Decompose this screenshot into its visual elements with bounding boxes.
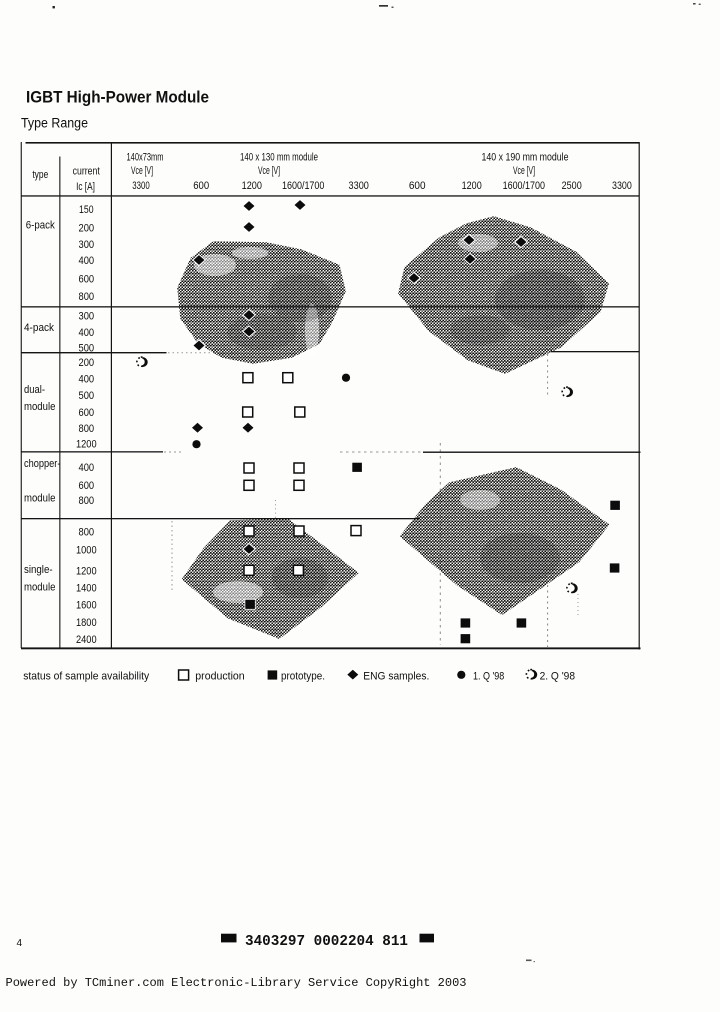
svg-text:dual-: dual- (24, 384, 45, 396)
svg-text:module: module (24, 582, 55, 594)
svg-text:module: module (24, 493, 55, 505)
svg-text:140 x 130 mm module: 140 x 130 mm module (240, 151, 318, 163)
svg-text:Type Range: Type Range (21, 116, 88, 132)
svg-text:150: 150 (79, 204, 94, 216)
svg-text:400: 400 (79, 462, 95, 474)
svg-text:Powered by TCminer.com Electro: Powered by TCminer.com Electronic-Librar… (6, 976, 467, 990)
svg-text:1200: 1200 (76, 565, 97, 577)
svg-text:400: 400 (79, 327, 95, 339)
svg-text:800: 800 (79, 495, 95, 507)
svg-text:140x73mm: 140x73mm (127, 151, 164, 163)
svg-text:prototype.: prototype. (281, 671, 325, 683)
svg-text:500: 500 (79, 390, 95, 402)
svg-text:2400: 2400 (76, 634, 97, 646)
svg-text:3403297 0002204 811: 3403297 0002204 811 (245, 933, 408, 950)
svg-text:1600/1700: 1600/1700 (282, 180, 324, 192)
svg-text:Vce [V]: Vce [V] (131, 165, 153, 177)
svg-text:800: 800 (79, 423, 95, 435)
svg-text:1600: 1600 (76, 600, 97, 612)
svg-text:4-pack: 4-pack (24, 322, 54, 334)
svg-text:Vce [V]: Vce [V] (513, 165, 535, 177)
svg-text:1800: 1800 (76, 617, 97, 629)
svg-text:800: 800 (79, 527, 95, 539)
svg-text:current: current (73, 166, 100, 178)
svg-text:chopper-: chopper- (24, 458, 61, 470)
svg-text:600: 600 (409, 180, 426, 192)
svg-text:3300: 3300 (612, 180, 632, 192)
svg-text:1. Q '98: 1. Q '98 (473, 671, 504, 683)
svg-text:3300: 3300 (349, 180, 369, 192)
svg-text:ENG samples.: ENG samples. (363, 671, 429, 683)
svg-text:600: 600 (79, 480, 95, 492)
svg-text:200: 200 (79, 222, 95, 234)
svg-text:600: 600 (193, 180, 209, 192)
svg-text:600: 600 (79, 407, 95, 419)
svg-text:Vce [V]: Vce [V] (258, 165, 280, 177)
svg-text:2. Q '98: 2. Q '98 (540, 671, 575, 683)
svg-text:3300: 3300 (132, 180, 150, 192)
svg-text:2500: 2500 (562, 180, 582, 192)
svg-text:200: 200 (79, 357, 95, 369)
svg-text:400: 400 (79, 255, 95, 267)
svg-text:1000: 1000 (76, 545, 97, 557)
svg-text:module: module (24, 401, 55, 413)
svg-text:500: 500 (79, 342, 95, 354)
svg-text:400: 400 (79, 374, 95, 386)
svg-text:1200: 1200 (242, 180, 262, 192)
svg-text:140 x 190 mm module: 140 x 190 mm module (482, 151, 569, 163)
svg-text:6-pack: 6-pack (26, 220, 55, 232)
svg-text:production: production (195, 671, 244, 683)
svg-text:status of sample availability: status of sample availability (23, 671, 149, 683)
svg-text:300: 300 (79, 239, 95, 251)
svg-text:single-: single- (24, 564, 53, 576)
svg-text:type: type (32, 169, 48, 181)
svg-text:1400: 1400 (76, 583, 97, 595)
svg-text:Ic [A]: Ic [A] (76, 181, 95, 193)
svg-text:800: 800 (79, 291, 95, 303)
svg-text:4: 4 (17, 938, 23, 949)
svg-text:1200: 1200 (462, 180, 482, 192)
svg-text:600: 600 (79, 273, 95, 285)
svg-text:IGBT High-Power Module: IGBT High-Power Module (26, 89, 209, 107)
svg-text:1600/1700: 1600/1700 (503, 180, 545, 192)
svg-text:300: 300 (79, 310, 95, 322)
svg-text:1200: 1200 (76, 439, 97, 451)
